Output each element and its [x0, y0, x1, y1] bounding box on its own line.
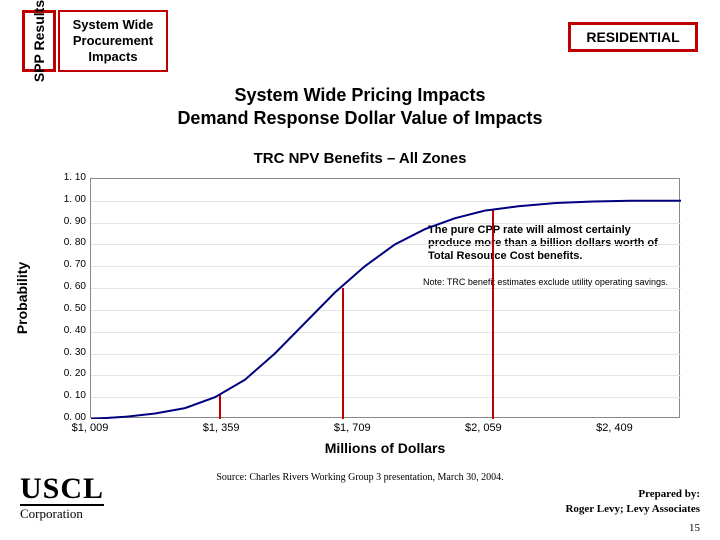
x-tick-label: $2, 409: [596, 422, 633, 434]
spp-results-block: SPP Results: [22, 10, 56, 72]
y-tick-label: 0. 60: [64, 281, 86, 292]
prepared-l2: Roger Levy; Levy Associates: [565, 502, 700, 516]
chart-title: TRC NPV Benefits – All Zones: [0, 150, 720, 167]
x-axis-label: Millions of Dollars: [90, 440, 680, 456]
y-tick-label: 0. 80: [64, 237, 86, 248]
y-tick-label: 0. 10: [64, 390, 86, 401]
y-tick-label: 0. 70: [64, 259, 86, 270]
y-tick-label: 1. 00: [64, 194, 86, 205]
y-axis-label: Probability: [12, 178, 32, 418]
x-tick-label: $1, 009: [72, 422, 109, 434]
y-tick-label: 0. 40: [64, 325, 86, 336]
chart-area: The pure CPP rate will almost certainly …: [90, 178, 680, 418]
spp-results-label: SPP Results: [31, 0, 47, 82]
x-tick-label: $1, 359: [203, 422, 240, 434]
uscl-logo: USCL Corporation: [20, 475, 104, 523]
procure-line3: Impacts: [88, 49, 137, 65]
procure-line1: System Wide: [73, 17, 154, 33]
residential-label: RESIDENTIAL: [586, 29, 679, 45]
probability-curve: [91, 179, 681, 419]
header-row: SPP Results System Wide Procurement Impa…: [0, 10, 720, 72]
x-tick-label: $2, 059: [465, 422, 502, 434]
main-title: System Wide Pricing Impacts Demand Respo…: [0, 84, 720, 129]
plot-area: The pure CPP rate will almost certainly …: [90, 178, 680, 418]
main-title-l2: Demand Response Dollar Value of Impacts: [0, 107, 720, 130]
slide-number: 15: [689, 522, 700, 534]
source-text: Source: Charles Rivers Working Group 3 p…: [0, 472, 720, 483]
y-tick-label: 1. 10: [64, 172, 86, 183]
prepared-l1: Prepared by:: [565, 487, 700, 501]
procure-line2: Procurement: [73, 33, 153, 49]
main-title-l1: System Wide Pricing Impacts: [0, 84, 720, 107]
y-tick-label: 0. 90: [64, 216, 86, 227]
y-tick-label: 0. 50: [64, 303, 86, 314]
procurement-block: System Wide Procurement Impacts: [58, 10, 168, 72]
x-tick-label: $1, 709: [334, 422, 371, 434]
chart: Probability The pure CPP rate will almos…: [62, 178, 682, 418]
y-tick-label: 0. 30: [64, 347, 86, 358]
residential-badge: RESIDENTIAL: [568, 22, 698, 52]
uscl-small: Corporation: [20, 506, 104, 522]
y-tick-label: 0. 20: [64, 368, 86, 379]
uscl-big: USCL: [20, 475, 104, 507]
prepared-by: Prepared by: Roger Levy; Levy Associates: [565, 487, 700, 516]
